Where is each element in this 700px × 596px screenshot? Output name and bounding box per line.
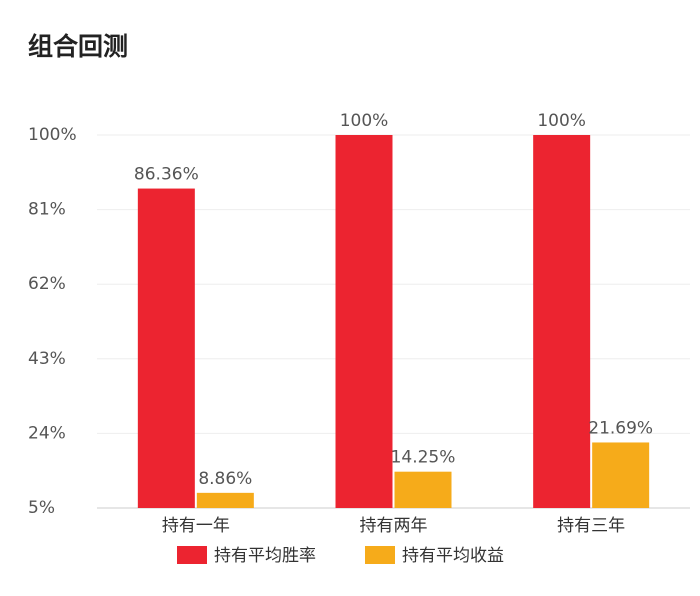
y-tick-label: 5% bbox=[28, 498, 55, 518]
bar bbox=[196, 492, 254, 508]
chart-title: 组合回测 bbox=[28, 32, 128, 61]
y-tick-label: 100% bbox=[28, 125, 77, 145]
bar bbox=[533, 135, 591, 508]
legend-swatch bbox=[365, 546, 395, 564]
bar bbox=[394, 471, 452, 508]
legend-label: 持有平均胜率 bbox=[214, 546, 316, 566]
value-label: 14.25% bbox=[391, 448, 456, 468]
value-label: 100% bbox=[340, 111, 389, 131]
bar bbox=[137, 188, 195, 509]
x-tick-label: 持有一年 bbox=[162, 516, 230, 536]
x-tick-label: 持有两年 bbox=[360, 516, 428, 536]
y-tick-label: 81% bbox=[28, 200, 66, 220]
x-tick-label: 持有三年 bbox=[557, 516, 625, 536]
bar bbox=[335, 135, 393, 508]
y-tick-label: 43% bbox=[28, 349, 66, 369]
value-label: 100% bbox=[537, 111, 586, 131]
legend-label: 持有平均收益 bbox=[402, 546, 504, 566]
y-tick-label: 62% bbox=[28, 274, 66, 294]
bar bbox=[592, 442, 650, 508]
legend-swatch bbox=[177, 546, 207, 564]
y-tick-label: 24% bbox=[28, 423, 66, 443]
value-label: 21.69% bbox=[588, 418, 653, 438]
value-label: 86.36% bbox=[134, 165, 199, 185]
value-label: 8.86% bbox=[198, 469, 252, 489]
